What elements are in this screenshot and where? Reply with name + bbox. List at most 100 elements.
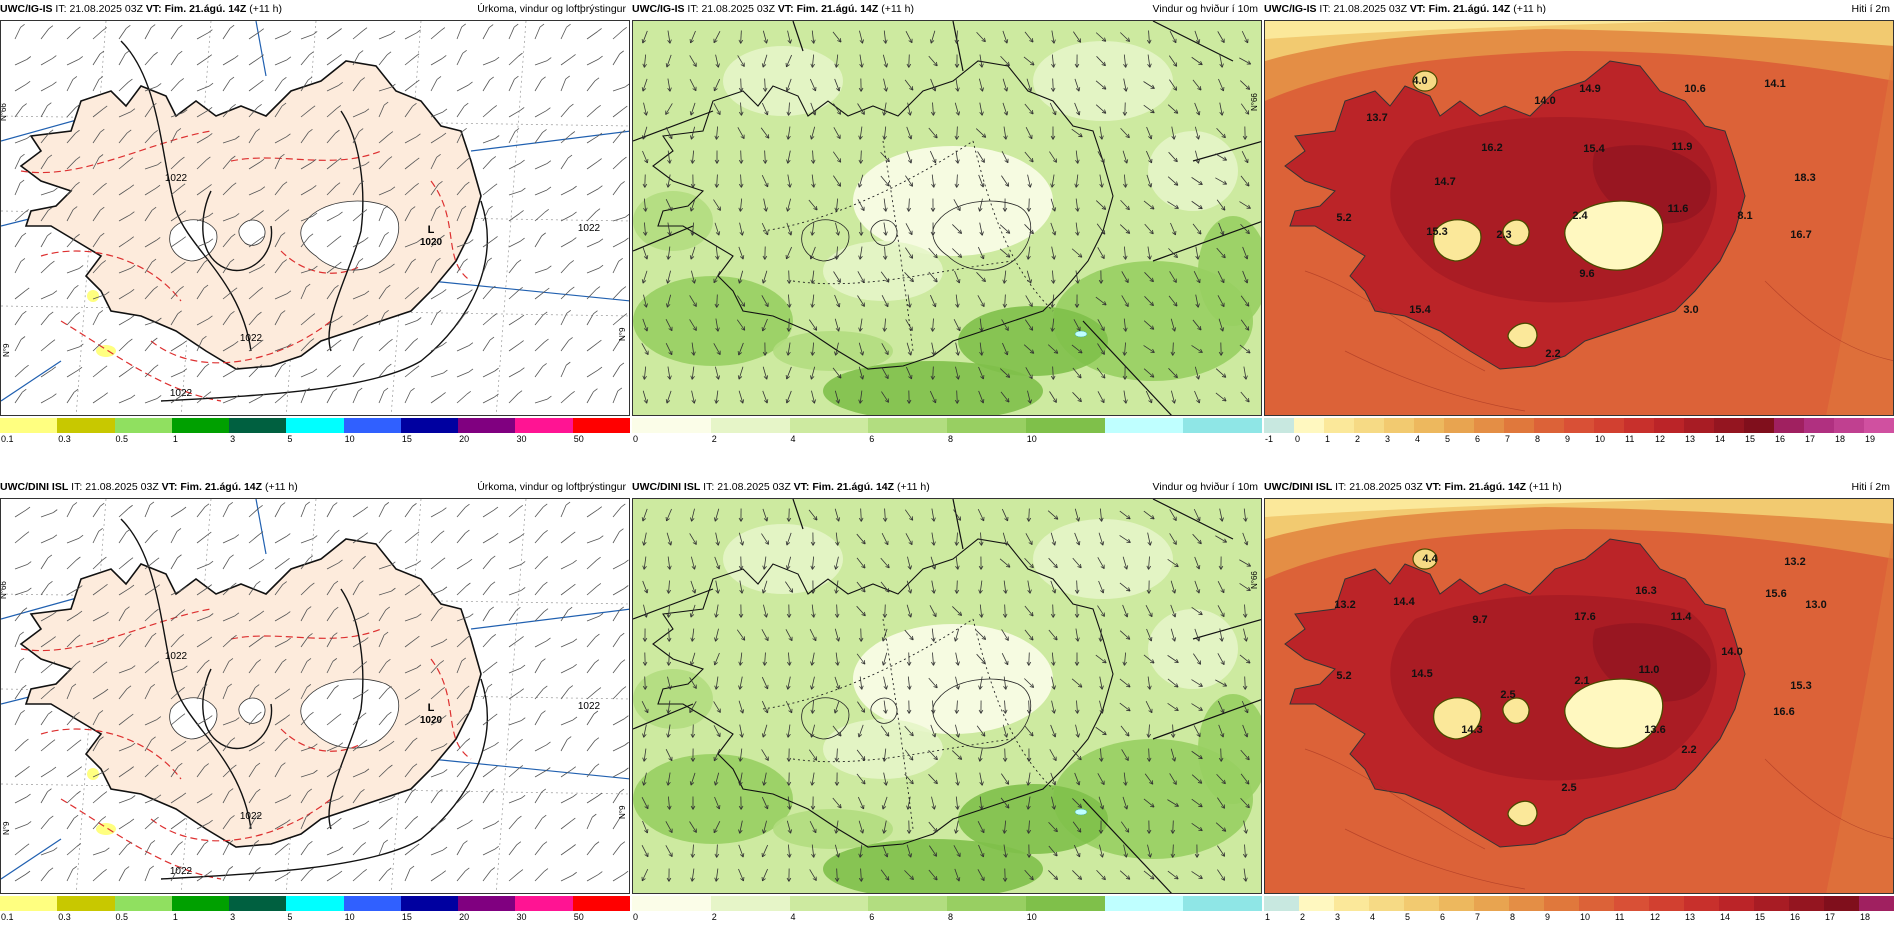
- init-time: 21.08.2025 03Z: [85, 481, 159, 493]
- temp-value-label: 14.9: [1579, 83, 1600, 95]
- colorbar-swatch: [171, 418, 230, 433]
- colorbar-swatch: [868, 896, 947, 911]
- temp-map-svg: 4.4 13.2 13.2 14.4 16.3 15.6 13.0 9.7 17.6 11.4 14…: [1265, 499, 1893, 893]
- panel-precip-row2: UWC/DINI ISL IT: 21.08.2025 03Z VT: Fim.…: [0, 478, 630, 938]
- panel-title: Úrkoma, vindur og loftþrýstingur: [477, 3, 626, 15]
- temp-value-label: 9.7: [1472, 614, 1487, 626]
- temp-value-label: 14.4: [1393, 596, 1415, 608]
- colorbar-tick-label: 10: [1026, 912, 1037, 922]
- colorbar-tick-label: 4: [790, 912, 796, 922]
- colorbar-swatch: [57, 896, 115, 911]
- colorbar-tick-label: 2: [711, 434, 717, 444]
- colorbar-swatch: [947, 896, 1026, 911]
- colorbar-swatch: [57, 418, 115, 433]
- temp-value-label: 4.0: [1412, 75, 1427, 87]
- colorbar-tick-label: 5: [287, 912, 293, 922]
- temp-value-label: 14.0: [1534, 95, 1555, 107]
- colorbar-tick-label: 0.1: [1, 434, 14, 444]
- colorbar-tick-label: 6: [1440, 912, 1446, 922]
- temp-map[interactable]: 4.4 13.2 13.2 14.4 16.3 15.6 13.0 9.7 17.6 11.4 14…: [1264, 498, 1894, 894]
- colorbar-swatch: [1183, 896, 1262, 911]
- temp-colorbar: [1264, 418, 1894, 433]
- temp-value-label: 5.2: [1336, 212, 1351, 224]
- precip-map-svg: 1020 1022 1022 1022 1022 L N°66 N°9 N°9: [1, 21, 629, 415]
- colorbar-swatch: [1384, 418, 1414, 433]
- colorbar-swatch: [1624, 418, 1654, 433]
- colorbar-tick-label: -1: [1265, 434, 1274, 444]
- vt-label: VT:: [1409, 3, 1426, 15]
- colorbar-tick-label: 5: [1405, 912, 1411, 922]
- temp-map[interactable]: 4.0 14.0 14.9 10.6 14.1 13.7 16.2 15.4 11.9 14.7 1…: [1264, 20, 1894, 416]
- model-name: UWC/IG-IS: [1264, 3, 1317, 15]
- wind-map[interactable]: N°66: [632, 20, 1262, 416]
- model-name: UWC/DINI ISL: [0, 481, 69, 493]
- colorbar-tick-label: 17: [1805, 434, 1816, 444]
- isobar-label: 1022: [170, 866, 193, 877]
- temp-value-label: 2.3: [1496, 229, 1511, 241]
- precip-colorbar-ticks: 0.1 0.3 0.5 1 3 5 10 15 20 30 50: [0, 912, 630, 924]
- precip-map[interactable]: 1020 1022 1022 1022 1022 L N°66 N°9 N°9: [0, 20, 630, 416]
- colorbar-tick-label: 8: [948, 434, 954, 444]
- temp-value-label: 15.6: [1765, 588, 1786, 600]
- it-label: IT:: [687, 3, 699, 15]
- colorbar-tick-label: 0: [633, 434, 639, 444]
- colorbar-swatch: [458, 418, 516, 433]
- colorbar-swatch: [229, 896, 287, 911]
- panel-precip-row1: UWC/IG-IS IT: 21.08.2025 03Z VT: Fim. 21…: [0, 0, 630, 460]
- temp-value-label: 13.2: [1784, 556, 1805, 568]
- colorbar-swatch: [1324, 418, 1354, 433]
- temp-value-label: 15.4: [1583, 143, 1605, 155]
- temp-value-label: 14.7: [1434, 176, 1455, 188]
- temp-value-label: 13.0: [1805, 599, 1826, 611]
- valid-time: Fim. 21.ágú. 14Z: [180, 481, 263, 493]
- colorbar-tick-label: 11: [1625, 434, 1635, 444]
- valid-time: Fim. 21.ágú. 14Z: [1428, 3, 1511, 15]
- colorbar-tick-label: 0: [633, 912, 639, 922]
- colorbar-tick-label: 6: [869, 434, 875, 444]
- temp-value-label: 17.6: [1574, 611, 1595, 623]
- colorbar-swatch: [171, 896, 230, 911]
- colorbar-swatch: [1684, 896, 1719, 911]
- temp-value-label: 11.6: [1668, 203, 1689, 215]
- init-time: 21.08.2025 03Z: [701, 3, 775, 15]
- temp-value-label: 14.5: [1411, 668, 1432, 680]
- panel-title: Hiti í 2m: [1851, 481, 1890, 493]
- colorbar-tick-label: 6: [1475, 434, 1481, 444]
- colorbar-tick-label: 14: [1720, 912, 1731, 922]
- colorbar-tick-label: 1: [172, 434, 178, 444]
- panel-title: Úrkoma, vindur og loftþrýstingur: [477, 481, 626, 493]
- colorbar-tick-label: 10: [344, 912, 355, 922]
- colorbar-swatch: [1404, 896, 1439, 911]
- colorbar-tick-label: 17: [1825, 912, 1836, 922]
- wind-colorbar-ticks: 0 2 4 6 8 10: [632, 434, 1262, 446]
- it-label: IT:: [1319, 3, 1331, 15]
- lead-time: (+11 h): [249, 3, 283, 15]
- temp-value-label: 16.3: [1635, 585, 1656, 597]
- colorbar-tick-label: 5: [1445, 434, 1451, 444]
- colorbar-tick-label: 8: [1510, 912, 1516, 922]
- lat-label-north: N°66: [1250, 93, 1259, 111]
- temp-value-label: 2.1: [1574, 675, 1589, 687]
- temp-colorbar-ticks: -1 0 1 2 3 4 5 6 7 8 9 10 11 12 13 14 15 16 17 18 19: [1264, 434, 1894, 446]
- colorbar-tick-label: 30: [516, 912, 527, 922]
- colorbar-tick-label: 50: [573, 434, 584, 444]
- wind-map-svg: N°66: [633, 21, 1261, 415]
- colorbar-swatch: [1509, 896, 1544, 911]
- colorbar-tick-label: 12: [1650, 912, 1661, 922]
- it-label: IT:: [703, 481, 715, 493]
- valid-time: Fim. 21.ágú. 14Z: [796, 3, 879, 15]
- it-label: IT:: [55, 3, 67, 15]
- colorbar-swatch: [1299, 896, 1334, 911]
- init-time: 21.08.2025 03Z: [69, 3, 143, 15]
- colorbar-tick-label: 8: [948, 912, 954, 922]
- colorbar-swatch: [868, 418, 947, 433]
- colorbar-tick-label: 1: [1325, 434, 1331, 444]
- colorbar-swatch: [1025, 418, 1105, 433]
- colorbar-swatch: [1534, 418, 1564, 433]
- precip-map[interactable]: 1020 1022 1022 1022 1022 L N°66 N°9 N°9: [0, 498, 630, 894]
- colorbar-tick-label: 50: [573, 912, 584, 922]
- colorbar-tick-label: 30: [516, 434, 527, 444]
- temp-value-label: 16.2: [1481, 142, 1502, 154]
- wind-map[interactable]: N°66: [632, 498, 1262, 894]
- colorbar-tick-label: 7: [1505, 434, 1511, 444]
